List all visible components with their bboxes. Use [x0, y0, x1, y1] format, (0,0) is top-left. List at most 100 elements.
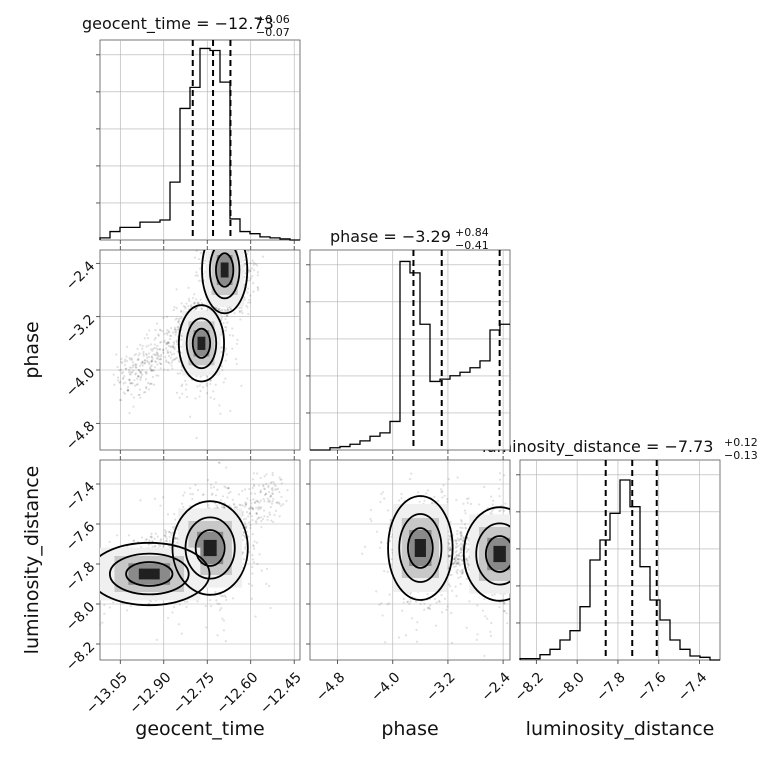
- sample-point: [156, 348, 159, 351]
- yticklabel-luminosity_distance-3: −8.0: [63, 599, 98, 634]
- title-geocent-time-sup: +0.06: [256, 13, 290, 26]
- sample-point: [456, 545, 459, 548]
- sample-point: [273, 513, 276, 517]
- sample-point: [168, 334, 172, 337]
- sample-point: [251, 558, 254, 561]
- sample-point: [139, 370, 143, 373]
- sample-point: [266, 515, 269, 518]
- sample-point: [249, 526, 252, 530]
- sample-point: [387, 509, 390, 512]
- sample-point: [130, 358, 134, 361]
- sample-point: [466, 501, 469, 504]
- sample-point: [222, 381, 225, 384]
- sample-point: [172, 605, 176, 609]
- sample-point: [141, 361, 144, 364]
- sample-point: [200, 307, 203, 310]
- sample-point: [212, 390, 215, 393]
- sample-point: [124, 358, 127, 361]
- sample-point: [199, 298, 202, 301]
- sample-point: [447, 538, 450, 542]
- sample-point: [397, 636, 401, 639]
- sample-point: [388, 539, 392, 543]
- sample-point: [271, 486, 274, 490]
- sample-point: [187, 286, 190, 289]
- sample-point: [157, 334, 160, 337]
- sample-point: [233, 243, 235, 245]
- sample-point: [163, 332, 166, 335]
- sample-point: [235, 506, 239, 509]
- sample-point: [263, 488, 267, 491]
- sample-point: [447, 477, 450, 481]
- sample-point: [136, 347, 139, 351]
- sample-point: [244, 526, 247, 529]
- sample-point: [205, 375, 208, 378]
- sample-point: [259, 489, 263, 492]
- sample-point: [440, 593, 443, 597]
- yticklabel-phase-1: −3.2: [63, 312, 98, 347]
- sample-point: [153, 537, 156, 540]
- sample-point: [460, 538, 463, 541]
- sample-point: [455, 542, 458, 545]
- sample-point: [447, 555, 450, 558]
- sample-point: [447, 583, 451, 586]
- title-phase-sup: +0.84: [455, 226, 489, 239]
- sample-point: [280, 504, 283, 507]
- sample-point: [364, 545, 367, 548]
- xticklabel-luminosity_distance-3: −7.6: [634, 669, 669, 704]
- sample-point: [483, 485, 486, 489]
- sample-point: [150, 359, 153, 362]
- sample-point: [132, 369, 135, 372]
- sample-point: [167, 330, 170, 333]
- sample-point: [149, 367, 152, 370]
- sample-point: [492, 499, 495, 502]
- sample-point: [120, 357, 123, 360]
- sample-point: [458, 544, 461, 547]
- sample-point: [84, 550, 86, 552]
- sample-point: [263, 500, 266, 503]
- sample-point: [155, 374, 158, 377]
- sample-point: [497, 487, 501, 490]
- sample-point: [174, 318, 177, 321]
- sample-point: [150, 364, 154, 367]
- yticklabel-phase-0: −2.4: [63, 258, 98, 293]
- sample-point: [410, 472, 413, 475]
- sample-point: [239, 504, 242, 507]
- sample-point: [62, 589, 64, 591]
- sample-point: [165, 359, 168, 362]
- sample-point: [200, 307, 204, 311]
- sample-point: [245, 543, 248, 546]
- sample-point: [448, 537, 451, 540]
- sample-point: [456, 568, 459, 572]
- sample-point: [486, 617, 489, 620]
- sample-point: [166, 328, 169, 332]
- sample-point: [220, 350, 223, 354]
- xticklabel-geocent_time-3: −12.60: [214, 669, 262, 717]
- sample-point: [455, 557, 459, 560]
- sample-point: [270, 488, 273, 491]
- sample-point: [515, 564, 517, 566]
- sample-point: [153, 366, 156, 369]
- sample-point: [162, 351, 165, 354]
- sample-point: [231, 327, 234, 330]
- sample-point: [163, 534, 166, 537]
- sample-point: [159, 539, 162, 542]
- sample-point: [274, 488, 277, 491]
- sample-point: [256, 286, 259, 289]
- sample-point: [177, 325, 180, 329]
- sample-point: [221, 495, 225, 498]
- sample-point: [162, 316, 165, 319]
- sample-point: [481, 609, 485, 612]
- title-phase: phase = −3.29: [330, 227, 451, 246]
- sample-point: [214, 244, 216, 246]
- sample-point: [147, 361, 151, 364]
- sample-point: [149, 600, 152, 603]
- sample-point: [228, 240, 230, 242]
- sample-point: [172, 342, 176, 346]
- sample-point: [208, 599, 212, 602]
- sample-point: [175, 391, 178, 394]
- sample-point: [247, 515, 250, 518]
- sample-point: [129, 373, 132, 376]
- sample-point: [275, 501, 278, 504]
- sample-point: [222, 506, 225, 509]
- sample-point: [244, 537, 247, 540]
